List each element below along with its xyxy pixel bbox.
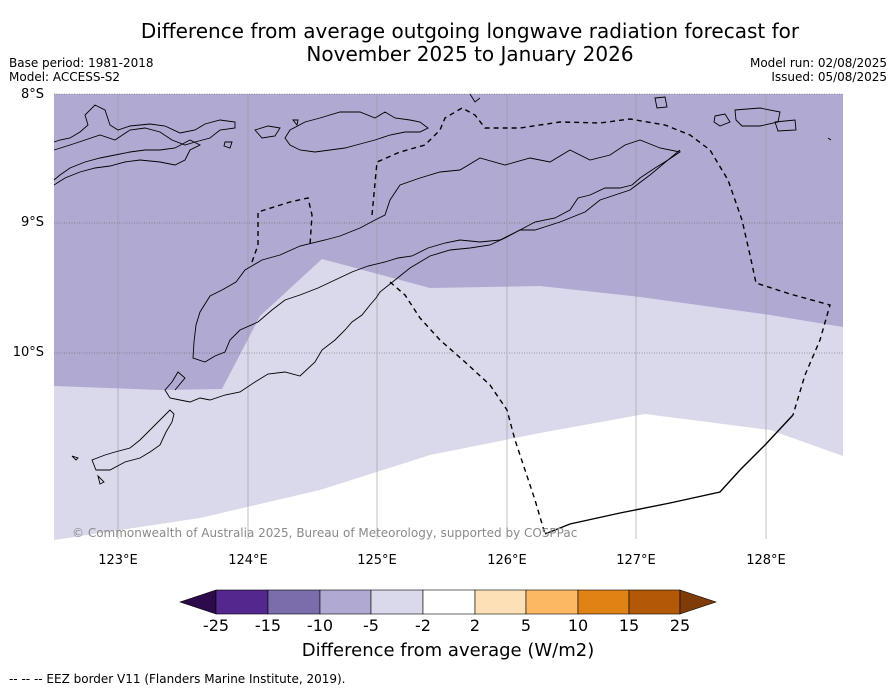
lon-label-127e: 127°E (616, 553, 656, 568)
island-small-a (254, 125, 281, 139)
lon-label-124e: 124°E (228, 553, 268, 568)
issued-date: Issued: 05/08/2025 (771, 70, 887, 84)
model-run: Model run: 02/08/2025 (749, 56, 887, 70)
lat-label-9s: 9°S (20, 215, 44, 230)
title-line-1: Difference from average outgoing longwav… (140, 19, 800, 43)
colorbar-seg-3 (319, 589, 372, 615)
island-east-c (734, 107, 781, 127)
small-island-sw (97, 474, 105, 485)
colorbar-tick-4: -2 (415, 616, 431, 635)
colorbar-seg-9 (628, 589, 681, 615)
eez-border-south-solid (544, 414, 794, 535)
colorbar-seg-4 (370, 589, 424, 615)
colorbar-tick-9: 25 (669, 616, 691, 635)
colorbar-seg-1 (215, 589, 269, 615)
colorbar-tick-2: -10 (306, 616, 334, 635)
island-east-a (654, 96, 668, 109)
wetar-island (284, 111, 429, 153)
lat-label-8s: 8°S (20, 87, 44, 102)
colorbar-tick-1: -15 (254, 616, 282, 635)
colorbar-seg-2 (267, 589, 321, 615)
lon-label-125e: 125°E (357, 553, 397, 568)
meta-right: Model run: 02/08/2025 Issued: 05/08/2025 (750, 56, 887, 84)
lat-label-10s: 10°S (12, 345, 44, 360)
timor-south-coast (164, 149, 681, 403)
colorbar-tick-3: -5 (363, 616, 379, 635)
colorbar-seg-7 (525, 589, 579, 615)
rote-island (91, 409, 175, 471)
northern-islands-west (53, 104, 236, 151)
island-east-e (827, 137, 832, 141)
colorbar-tick-8: 15 (618, 616, 640, 635)
eez-legend-footnote: -- -- -- EEZ border V11 (Flanders Marine… (9, 672, 346, 686)
eez-border-solid (544, 414, 794, 535)
northern-islands-mid (53, 139, 202, 186)
island-small-c (469, 93, 481, 103)
lon-label-126e: 126°E (487, 553, 527, 568)
colorbar-tick-7: 10 (567, 616, 589, 635)
colorbar-extend-high (679, 589, 717, 615)
base-period: Base period: 1981-2018 (9, 56, 154, 70)
model-name: Model: ACCESS-S2 (9, 70, 121, 84)
eez-border-main (251, 197, 313, 263)
lon-label-123e: 123°E (98, 553, 138, 568)
colorbar-tick-0: -25 (202, 616, 230, 635)
colorbar-seg-6 (474, 589, 527, 615)
eez-border (251, 107, 831, 535)
copyright-notice: © Commonwealth of Australia 2025, Bureau… (72, 526, 578, 540)
gridlines (54, 93, 843, 354)
island-small-d (292, 119, 299, 127)
island-small-b (223, 141, 233, 149)
colorbar-seg-5 (422, 589, 476, 615)
island-east-d (774, 119, 797, 132)
lon-label-128e: 128°E (746, 553, 786, 568)
colorbar-title: Difference from average (W/m2) (301, 640, 595, 661)
title-line-2: November 2025 to January 2026 (306, 42, 634, 66)
timor-island (192, 139, 682, 363)
coastlines (53, 93, 832, 485)
colorbar-tick-5: 2 (469, 616, 481, 635)
colorbar-seg-8 (577, 589, 630, 615)
island-east-b (713, 113, 731, 127)
eez-border-south (389, 281, 546, 535)
colorbar-tick-6: 5 (520, 616, 532, 635)
chart-title: Difference from average outgoing longwav… (0, 20, 896, 66)
small-island-w (71, 455, 79, 461)
colorbar (179, 589, 717, 615)
meta-left: Base period: 1981-2018 Model: ACCESS-S2 (9, 56, 154, 84)
eez-border-north (371, 107, 831, 416)
colorbar-extend-low (179, 589, 217, 615)
